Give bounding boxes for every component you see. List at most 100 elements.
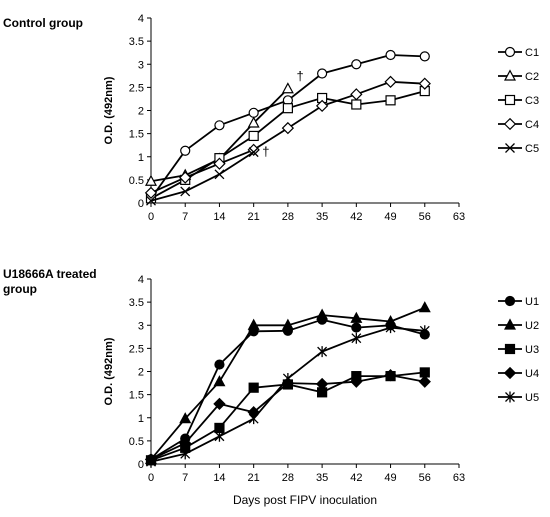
legend-marker (503, 69, 517, 81)
x-tick-label: 42 (350, 472, 362, 484)
legend-label: C4 (525, 119, 539, 131)
data-point-u2 (281, 318, 294, 330)
data-point-c4 (384, 75, 397, 88)
data-point-c4 (281, 121, 295, 135)
legend-entry-c4: C4 (498, 117, 539, 131)
x-tick-label: 28 (282, 472, 294, 484)
legend-entry-c3: C3 (498, 94, 539, 107)
data-point-u5 (385, 322, 396, 334)
y-tick-label: 3 (138, 320, 144, 332)
data-point-u5 (419, 325, 430, 337)
treated-group-chart: 0 0.5 1 1.5 2 2.5 3 3.5 4 0 7 14 21 28 35 42 49 56 63 O.D. … (103, 274, 539, 507)
x-tick-label: 0 (148, 211, 154, 223)
data-point-c3 (351, 99, 362, 110)
x-tick-label: 7 (182, 472, 188, 484)
data-point-c4 (144, 186, 158, 199)
x-tick-label: 49 (384, 472, 396, 484)
legend-marker (503, 318, 517, 330)
data-point-c4 (315, 99, 329, 113)
legend-entry-u1: U1 (498, 295, 539, 308)
legend-entry-u2: U2 (498, 318, 539, 332)
data-point-c4 (350, 88, 363, 101)
x-tick-label: 7 (182, 211, 188, 223)
control-group-label: Control group (3, 16, 83, 30)
data-point-u2 (350, 311, 363, 323)
y-tick-label: 3 (138, 59, 144, 71)
data-point-u2 (247, 318, 260, 330)
legend-label: U4 (525, 368, 539, 380)
legend-marker (505, 143, 515, 153)
legend-entry-c1: C1 (498, 46, 539, 59)
y-tick-label: 0.5 (129, 436, 144, 448)
legend-label: C2 (525, 71, 539, 83)
x-tick-label: 49 (384, 211, 396, 223)
data-point-c1 (419, 51, 430, 62)
series-line-c5 (150, 151, 255, 202)
data-point-c5 (180, 186, 191, 197)
y-tick-label: 0.5 (129, 175, 144, 187)
series-line-u5 (150, 326, 425, 463)
data-point-c3 (385, 95, 396, 106)
data-point-c1 (385, 49, 396, 61)
legend-label: C5 (525, 143, 539, 155)
data-point-u5 (180, 448, 191, 460)
x-tick-label: 35 (316, 211, 328, 223)
data-point-c5 (214, 169, 225, 180)
death-dagger-annotation: † (296, 68, 303, 83)
y-tick-label: 1 (138, 413, 144, 425)
x-tick-label: 0 (148, 472, 154, 484)
legend-entry-c5: C5 (498, 143, 539, 155)
data-point-c4 (179, 171, 192, 184)
death-dagger-annotation: † (262, 144, 269, 159)
x-tick-label: 21 (248, 211, 260, 223)
y-tick-label: 2.5 (129, 82, 144, 94)
data-point-u3 (248, 382, 259, 393)
data-point-c5 (146, 195, 156, 206)
legend-entry-u5: U5 (498, 391, 539, 404)
y-tick-label: 2.5 (129, 343, 144, 355)
legend-label: U5 (525, 392, 539, 404)
control-group-chart: 0 0.5 1 1.5 2 2.5 3 3.5 4 0 7 14 21 28 35 42 49 56 63 O.D. … (103, 13, 539, 223)
y-tick-label: 4 (138, 274, 144, 286)
y-tick-label: 2 (138, 367, 144, 379)
legend-label: C1 (525, 47, 539, 59)
y-tick-label: 0 (138, 198, 144, 210)
y-tick-label: 3.5 (129, 36, 144, 48)
x-tick-label: 14 (213, 472, 225, 484)
data-point-c2 (144, 174, 158, 186)
data-point-c4 (418, 77, 431, 90)
data-point-c1 (351, 59, 362, 70)
data-point-c5 (248, 147, 259, 158)
legend-marker (503, 117, 517, 131)
legend-entry-c2: C2 (498, 69, 539, 83)
data-point-u4 (350, 375, 363, 388)
data-point-u5 (248, 413, 259, 425)
data-point-u5 (214, 430, 225, 442)
legend-marker (504, 343, 516, 355)
data-point-c1 (317, 68, 328, 79)
series-u5 (146, 322, 430, 468)
data-point-u2 (179, 412, 192, 424)
legend-marker (503, 366, 517, 380)
data-point-c4 (213, 157, 226, 170)
data-point-u4 (315, 377, 329, 391)
y-tick-label: 0 (138, 459, 144, 471)
data-point-c3 (282, 103, 293, 114)
y-tick-label: 4 (138, 13, 144, 25)
x-tick-label: 35 (316, 472, 328, 484)
x-tick-label: 14 (213, 211, 225, 223)
y-axis-label: O.D. (492nm) (103, 76, 115, 144)
data-point-c1 (248, 107, 259, 118)
y-tick-label: 2 (138, 106, 144, 118)
data-point-u5 (282, 372, 293, 384)
series-c3 (145, 85, 430, 204)
legend-marker (504, 46, 516, 58)
data-point-c1 (214, 120, 225, 131)
legend-marker (504, 295, 516, 307)
data-point-u1 (351, 322, 362, 333)
data-point-u4 (213, 397, 226, 411)
legend-entry-u4: U4 (498, 366, 539, 380)
series-c2 (144, 82, 294, 186)
data-point-c2 (281, 82, 294, 94)
